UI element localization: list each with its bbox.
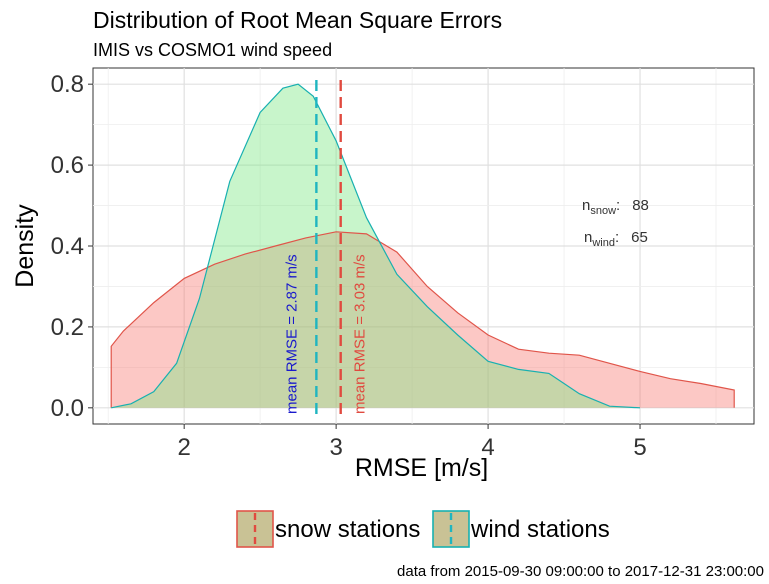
legend-item-snow: snow stations — [236, 510, 420, 548]
y-tick-label: 0.8 — [51, 71, 84, 98]
grid-lines — [93, 68, 754, 424]
count-wind-sub: wind — [591, 237, 615, 249]
count-wind-sep: : — [615, 229, 619, 246]
density-line-snow — [110, 231, 735, 408]
y-tick-label: 0.6 — [51, 152, 84, 179]
count-wind-value: 65 — [631, 229, 648, 246]
mean-lines — [315, 80, 342, 418]
count-snow-value: 88 — [632, 197, 649, 214]
legend: snow stations wind stations — [236, 510, 610, 548]
mean-label-wind: mean RMSE = 2.87 m/s — [283, 254, 300, 414]
x-tick-label: 3 — [329, 434, 342, 461]
legend-label-snow: snow stations — [275, 516, 420, 543]
x-axis-label: RMSE [m/s] — [355, 454, 488, 482]
x-tick-label: 4 — [481, 434, 494, 461]
count-wind-label: n — [584, 229, 592, 246]
chart-subtitle: IMIS vs COSMO1 wind speed — [93, 40, 332, 60]
x-tick-label: 2 — [177, 434, 190, 461]
count-snow: nsnow: 88 — [582, 197, 649, 217]
y-tick-label: 0.0 — [51, 395, 84, 422]
footer-note: data from 2015-09-30 09:00:00 to 2017-12… — [397, 563, 764, 580]
count-wind: nwind: 65 — [584, 229, 648, 249]
count-snow-sep: : — [616, 197, 620, 214]
x-tick-label: 5 — [633, 434, 646, 461]
density-line-wind — [111, 83, 641, 409]
counts-annotation: nsnow: 88 nwind: 65 — [582, 197, 649, 249]
density-area-snow — [111, 231, 735, 408]
mean-label-snow: mean RMSE = 3.03 m/s — [352, 254, 369, 414]
mean-labels: mean RMSE = 3.03 m/s mean RMSE = 2.87 m/s — [283, 254, 368, 414]
count-snow-sub: snow — [590, 205, 616, 217]
chart-title: Distribution of Root Mean Square Errors — [93, 7, 502, 33]
axes: 2 3 4 5 0.0 0.2 0.4 0.6 0.8 — [51, 71, 647, 461]
y-tick-label: 0.2 — [51, 314, 84, 341]
y-tick-label: 0.4 — [51, 233, 84, 260]
density-area-wind — [111, 84, 640, 408]
density-areas — [110, 83, 735, 409]
y-axis-label: Density — [11, 204, 39, 288]
legend-label-wind: wind stations — [470, 516, 610, 543]
count-snow-label: n — [582, 197, 590, 214]
legend-item-wind: wind stations — [432, 510, 610, 548]
